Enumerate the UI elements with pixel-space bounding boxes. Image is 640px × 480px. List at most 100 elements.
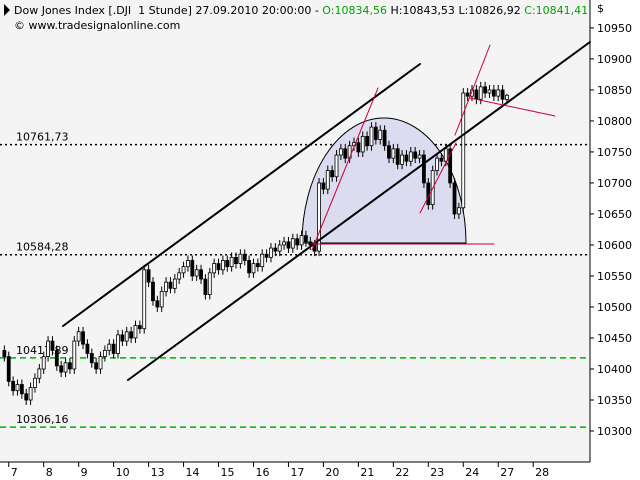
candle-body	[225, 260, 230, 268]
candle-body	[242, 253, 247, 261]
candle-body	[234, 256, 238, 264]
candle-body	[505, 94, 509, 100]
candle-body	[76, 331, 81, 342]
candle-body	[15, 384, 20, 392]
x-tick-label: 23	[430, 466, 444, 479]
candle-body	[496, 89, 501, 97]
candle-body	[37, 368, 42, 379]
level-label: 10417,89	[16, 344, 69, 357]
candle-body	[186, 260, 190, 268]
candle-body	[304, 235, 308, 243]
open-text: O:10834,56	[322, 4, 387, 17]
candle-body	[177, 272, 182, 280]
candle-body	[299, 235, 304, 246]
candle-body	[238, 253, 243, 264]
level-label: 10761,73	[16, 131, 69, 144]
x-tick-label: 15	[221, 466, 235, 479]
candle-body	[50, 340, 55, 351]
candle-body	[155, 300, 160, 308]
candle-body	[111, 343, 116, 354]
y-tick-label: 10750	[597, 146, 632, 159]
red-trend-line	[469, 97, 556, 117]
candle-body	[81, 331, 85, 345]
candle-body	[334, 154, 339, 178]
candle-body	[400, 154, 404, 165]
x-tick-label: 21	[360, 466, 374, 479]
x-tick-label: 10	[116, 466, 130, 479]
x-tick-label: 20	[325, 466, 339, 479]
candle-body	[365, 136, 370, 147]
candle-body	[269, 247, 273, 258]
candle-body	[369, 126, 374, 147]
candle-body	[129, 331, 134, 339]
candle-body	[59, 365, 64, 373]
candle-body	[46, 340, 50, 357]
candle-body	[448, 148, 453, 184]
y-tick-label: 10450	[597, 332, 632, 345]
candle-body	[483, 86, 488, 94]
candle-body	[404, 154, 409, 162]
candle-body	[439, 157, 444, 162]
candle-body	[343, 148, 348, 159]
x-tick-label: 7	[11, 466, 18, 479]
candle-body	[11, 380, 16, 392]
candle-body	[286, 241, 291, 249]
candle-body	[282, 241, 286, 246]
candle-body	[356, 142, 361, 153]
candle-body	[41, 356, 46, 370]
candle-body	[68, 362, 72, 370]
candle-body	[317, 182, 321, 252]
candle-body	[325, 170, 330, 190]
candle-body	[33, 377, 37, 388]
y-tick-label: 10600	[597, 239, 632, 252]
candle-body	[229, 256, 234, 268]
candle-body	[199, 269, 203, 280]
candle-body	[89, 353, 94, 364]
candle-body	[102, 349, 107, 357]
candle-body	[491, 89, 496, 97]
candle-body	[255, 263, 260, 268]
candle-body	[360, 136, 365, 153]
y-axis-label: $	[597, 2, 604, 15]
x-tick-label: 16	[255, 466, 269, 479]
candle-body	[72, 340, 77, 370]
candle-body	[194, 269, 199, 277]
y-tick-label: 10850	[597, 84, 632, 97]
candle-body	[28, 387, 33, 401]
candle-body	[435, 157, 439, 171]
candle-body	[474, 89, 479, 100]
level-label: 10306,16	[16, 413, 69, 426]
candle-body	[395, 148, 400, 165]
candle-body	[500, 89, 505, 100]
candle-body	[216, 263, 221, 271]
x-tick-label: 27	[500, 466, 514, 479]
candle-body	[277, 244, 282, 252]
candle-body	[378, 129, 383, 140]
lower-channel-line	[127, 41, 591, 381]
candle-body	[190, 260, 195, 277]
candle-body	[181, 266, 186, 274]
candle-body	[124, 331, 129, 342]
y-tick-label: 10550	[597, 270, 632, 283]
candle-body	[260, 253, 265, 268]
candle-body	[247, 260, 252, 274]
candle-body	[338, 148, 343, 156]
candle-body	[207, 272, 212, 295]
datetime: 27.09.2010 20:00:00 -	[195, 4, 318, 17]
candle-body	[98, 356, 103, 370]
candle-body	[408, 151, 413, 162]
y-tick-label: 10950	[597, 22, 632, 35]
candle-body	[85, 343, 90, 354]
x-tick-label: 28	[535, 466, 549, 479]
candle-body	[452, 182, 457, 215]
candle-body	[456, 207, 461, 215]
level-label: 10584,28	[16, 241, 69, 254]
y-tick-label: 10700	[597, 177, 632, 190]
candle-body	[382, 129, 387, 147]
candle-body	[264, 253, 269, 258]
candle-body	[54, 349, 59, 367]
red-trend-line	[311, 87, 379, 251]
y-tick-label: 10650	[597, 208, 632, 221]
low-text: L:10826,92	[458, 4, 520, 17]
